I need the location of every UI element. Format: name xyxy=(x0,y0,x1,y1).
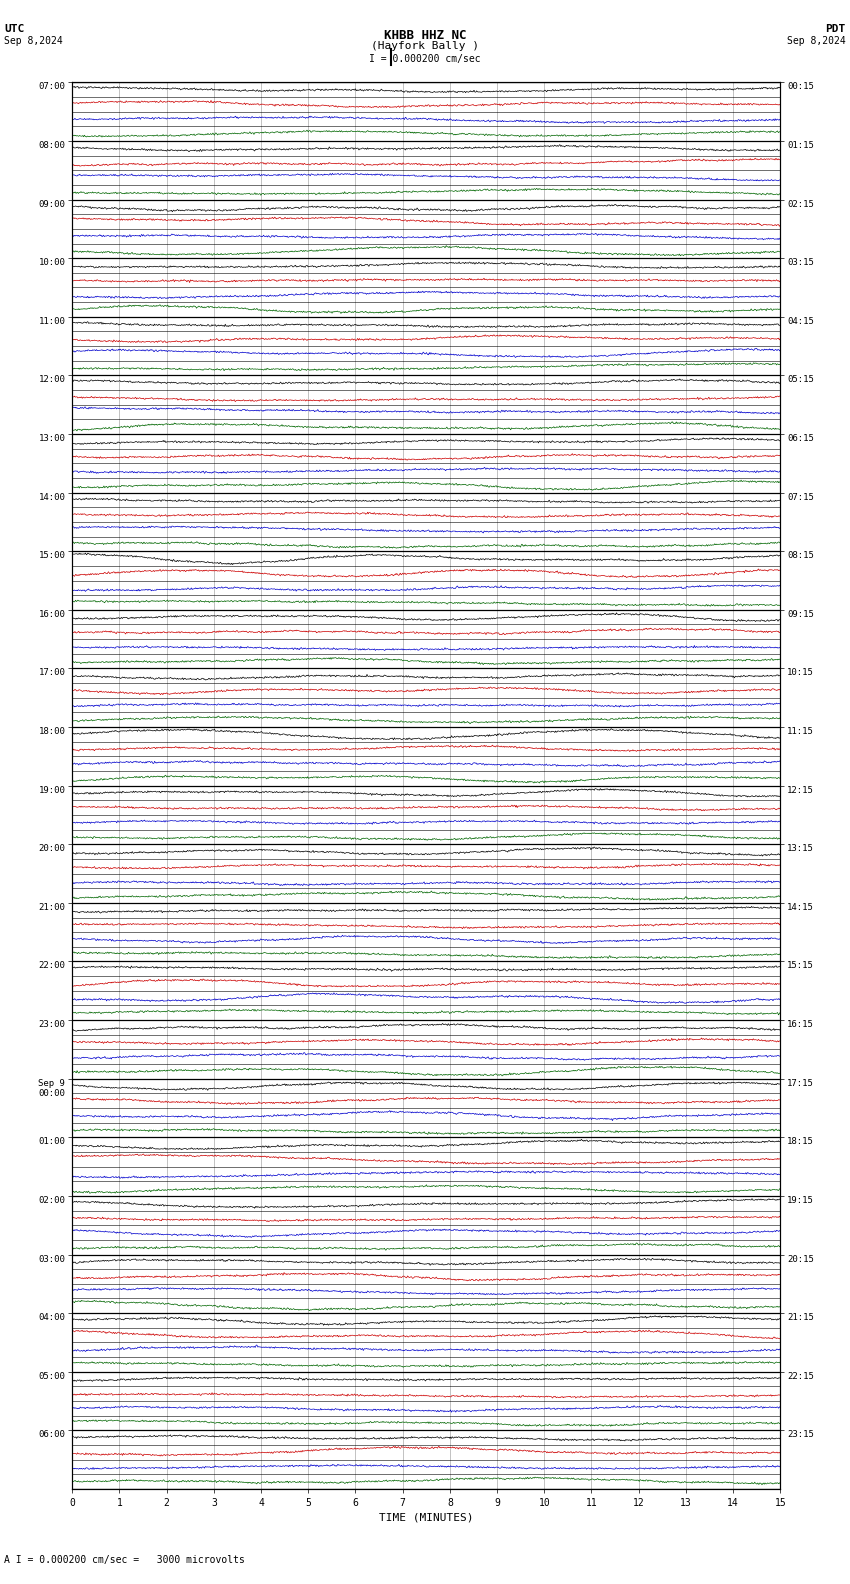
Text: Sep 8,2024: Sep 8,2024 xyxy=(4,36,63,46)
X-axis label: TIME (MINUTES): TIME (MINUTES) xyxy=(379,1513,473,1522)
Text: (Hayfork Bally ): (Hayfork Bally ) xyxy=(371,41,479,51)
Text: UTC: UTC xyxy=(4,24,25,33)
Text: I = 0.000200 cm/sec: I = 0.000200 cm/sec xyxy=(369,54,481,63)
Text: A I = 0.000200 cm/sec =   3000 microvolts: A I = 0.000200 cm/sec = 3000 microvolts xyxy=(4,1555,245,1565)
Text: PDT: PDT xyxy=(825,24,846,33)
Text: Sep 8,2024: Sep 8,2024 xyxy=(787,36,846,46)
Text: KHBB HHZ NC: KHBB HHZ NC xyxy=(383,29,467,43)
